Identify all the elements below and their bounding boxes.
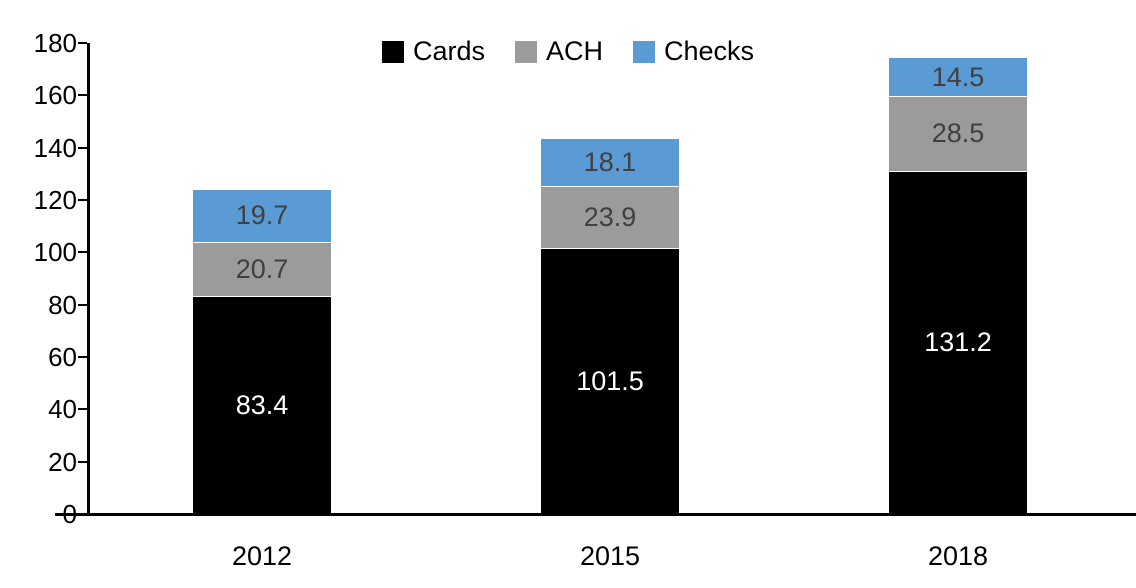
bar-value-label-ach-2015: 23.9: [583, 202, 637, 233]
legend-item-cards: Cards: [381, 36, 485, 66]
y-axis-tick-100: [78, 251, 87, 254]
bar-segment-checks-2012: 19.7: [193, 190, 331, 242]
y-axis-line: [87, 43, 90, 516]
x-axis-label-2015: 2015: [579, 541, 641, 571]
legend-item-checks: Checks: [633, 38, 754, 65]
y-axis-tick-180: [78, 42, 87, 44]
bar-value-label-cards-2018: 131.2: [924, 327, 992, 358]
y-axis-tick-160: [78, 94, 87, 97]
bar-segment-ach-2018: 28.5: [889, 96, 1027, 171]
legend-swatch-ach: [514, 40, 537, 63]
y-axis-tick-label-100: 100: [33, 237, 77, 268]
y-axis-tick-label-80: 80: [48, 289, 77, 320]
legend-swatch-checks: [633, 40, 655, 63]
legend-swatch-cards: [381, 40, 404, 63]
bar-value-label-cards-2015: 101.5: [576, 366, 644, 397]
y-axis-tick-label-180: 180: [33, 28, 77, 58]
x-axis-line: [55, 513, 1136, 516]
y-axis-tick-label-120: 120: [33, 185, 77, 215]
y-axis-tick-120: [78, 199, 87, 201]
legend-label-ach: ACH: [545, 36, 603, 66]
bar-value-label-checks-2012: 19.7: [235, 200, 289, 231]
y-axis-tick-20: [78, 460, 87, 463]
legend-label-cards: Cards: [412, 36, 485, 66]
y-axis-tick-80: [78, 303, 87, 306]
y-axis-tick-label-160: 160: [33, 80, 77, 111]
bar-value-label-checks-2015: 18.1: [583, 146, 637, 177]
bar-segment-cards-2018: 131.2: [889, 170, 1027, 514]
y-axis-tick-label-40: 40: [48, 394, 77, 425]
y-axis-tick-label-20: 20: [48, 446, 77, 477]
x-axis-label-2012: 2012: [231, 541, 293, 571]
bar-value-label-cards-2012: 83.4: [235, 389, 289, 420]
x-axis-label-2018: 2018: [927, 541, 989, 571]
bar-value-label-checks-2018: 14.5: [931, 61, 985, 92]
y-axis-tick-140: [78, 146, 87, 149]
y-axis-tick-60: [78, 356, 87, 358]
bar-segment-cards-2012: 83.4: [193, 295, 331, 514]
bar-segment-cards-2015: 101.5: [541, 248, 679, 514]
bar-segment-checks-2015: 18.1: [541, 138, 679, 186]
legend-item-ach: ACH: [514, 36, 603, 66]
chart-legend: Cards ACH Checks: [0, 38, 1136, 65]
y-axis-tick-label-0: 0: [62, 499, 77, 529]
bar-segment-checks-2018: 14.5: [889, 58, 1027, 97]
y-axis-tick-label-60: 60: [48, 342, 77, 372]
bar-value-label-ach-2018: 28.5: [931, 118, 985, 149]
y-axis-tick-0: [78, 513, 87, 515]
y-axis-tick-40: [78, 408, 87, 411]
legend-label-checks: Checks: [664, 36, 755, 66]
y-axis-tick-label-140: 140: [33, 132, 77, 163]
bar-segment-ach-2015: 23.9: [541, 185, 679, 249]
bar-segment-ach-2012: 20.7: [193, 241, 331, 296]
bar-value-label-ach-2012: 20.7: [235, 253, 289, 284]
